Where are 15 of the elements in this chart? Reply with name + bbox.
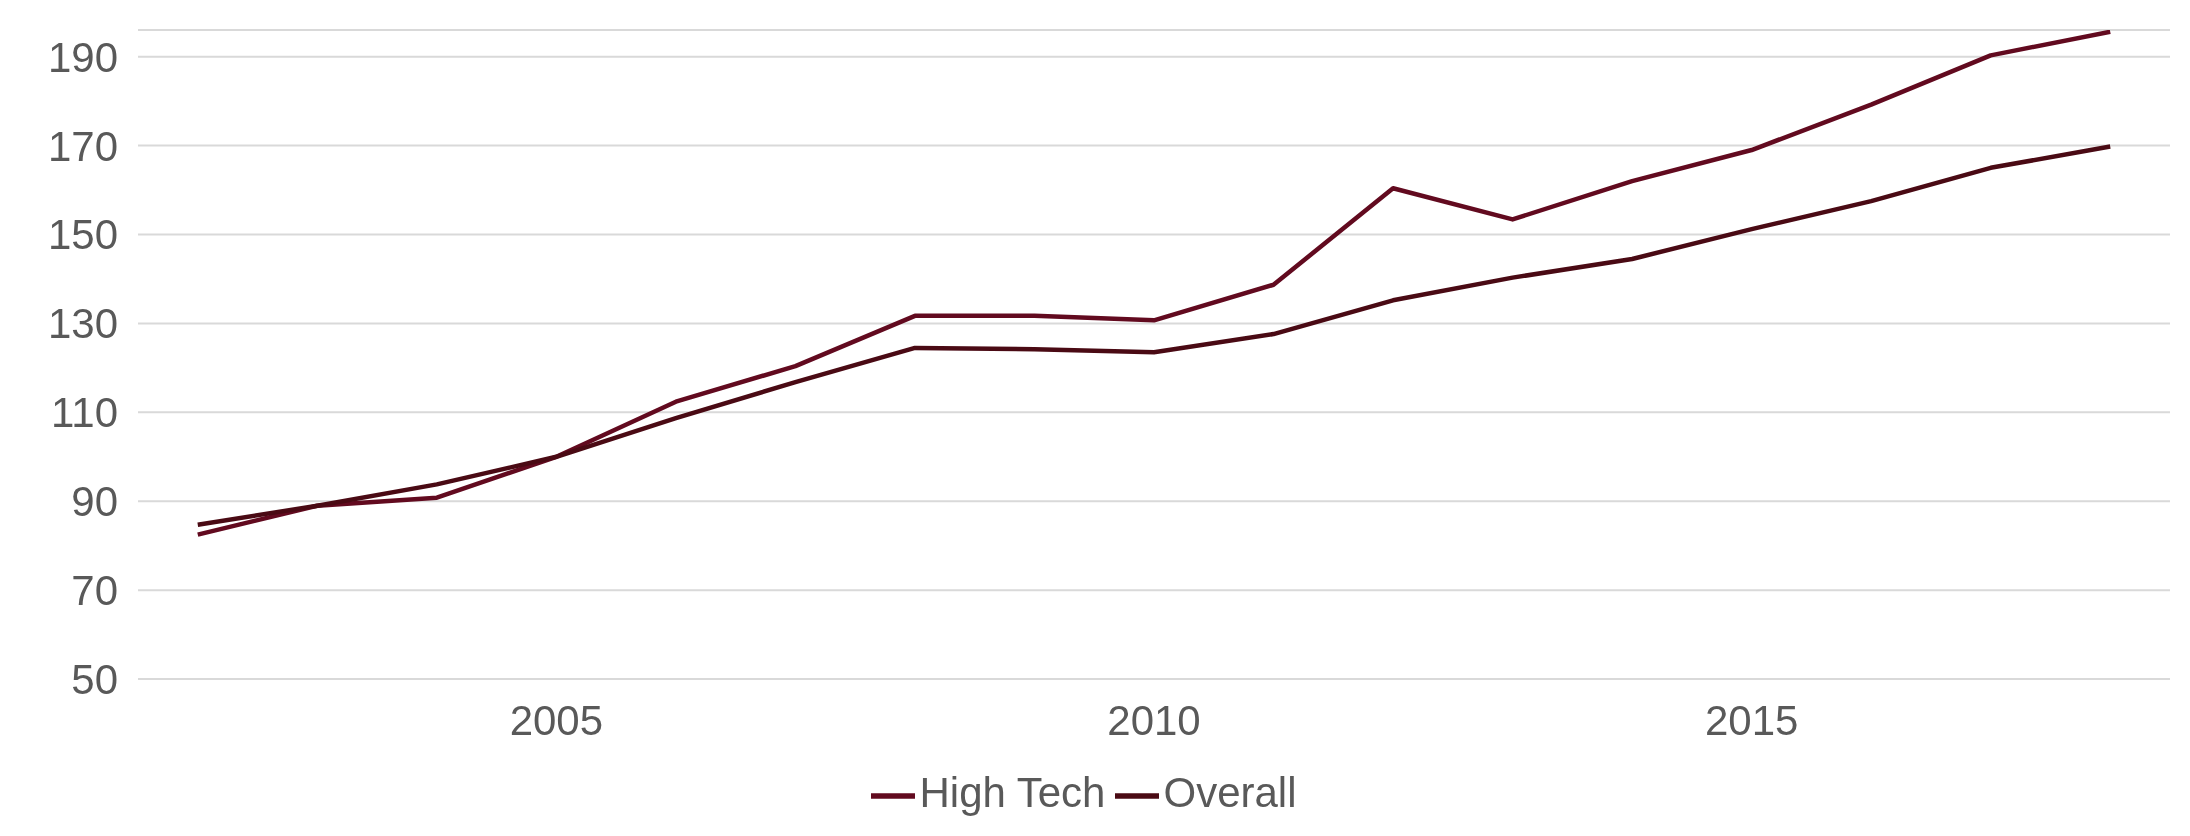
legend-label: Overall xyxy=(1163,769,1297,817)
x-tick-label: 2005 xyxy=(509,696,604,744)
legend-label: High Tech xyxy=(919,769,1106,817)
y-tick-label: 50 xyxy=(71,656,118,703)
line-series xyxy=(195,144,2113,528)
x-tick-label: 2015 xyxy=(1704,696,1799,744)
y-tick-label: 70 xyxy=(71,567,118,615)
y-tick-label: 170 xyxy=(47,122,118,170)
y-tick-label: 130 xyxy=(47,300,118,348)
y-tick-label: 90 xyxy=(71,478,118,526)
y-tick-label: 110 xyxy=(51,389,118,437)
y-tick-label: 190 xyxy=(47,33,118,81)
y-tick-label: 150 xyxy=(47,211,118,259)
line-series xyxy=(195,30,2113,537)
x-tick-label: 2010 xyxy=(1107,696,1201,744)
